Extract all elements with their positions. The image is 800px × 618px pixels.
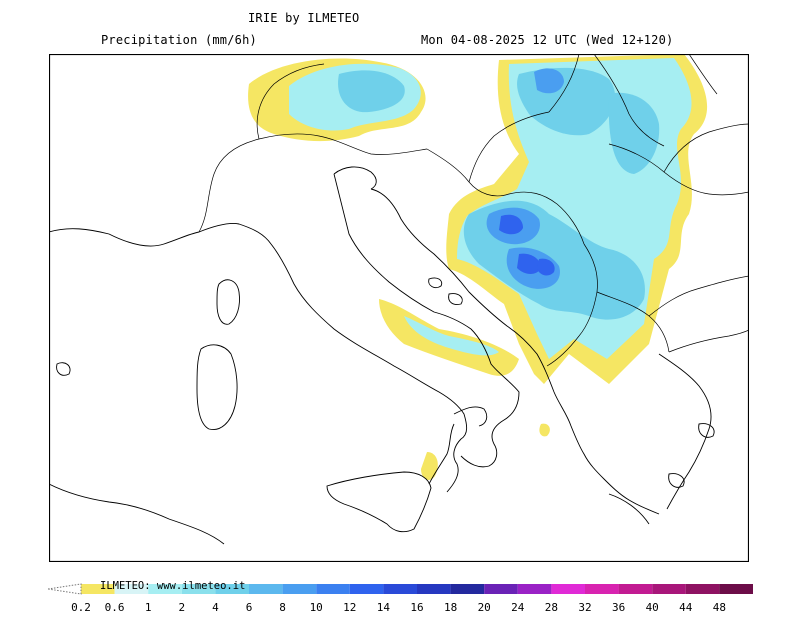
- legend-color-box: [282, 584, 317, 594]
- legend-tick-label: 18: [443, 601, 458, 614]
- legend-tick-label: 6: [245, 601, 253, 614]
- legend-tick-label: 10: [309, 601, 323, 614]
- legend-color-box: [484, 584, 518, 594]
- legend-color-box: [316, 584, 350, 594]
- legend-color-box: [383, 584, 417, 594]
- legend-tick-label: 12: [343, 601, 357, 614]
- islands: [56, 277, 715, 488]
- legend-tick-label: 28: [544, 601, 559, 614]
- legend-color-box: [417, 584, 451, 594]
- legend-color-box: [652, 584, 686, 594]
- coastlines: [49, 166, 712, 545]
- legend-tick-label: 40: [645, 601, 659, 614]
- legend-tick-label: 14: [376, 601, 391, 614]
- legend-color-box: [551, 584, 585, 594]
- model-title: IRIE by ILMETEO: [248, 11, 360, 25]
- legend-color-box: [450, 584, 485, 594]
- legend-tick-label: 44: [679, 601, 693, 614]
- legend-color-box: [585, 584, 619, 594]
- legend-credit: ILMETEO: www.ilmeteo.it: [100, 580, 245, 592]
- rain-12mm-areas: [499, 214, 555, 276]
- legend-color-box: [215, 584, 249, 594]
- legend-color-box: [249, 584, 283, 594]
- legend-tick-label: 8: [279, 601, 286, 614]
- legend-tick-label: 4: [212, 601, 219, 614]
- national-borders: [198, 54, 749, 367]
- legend-tick-label: 16: [410, 601, 424, 614]
- color-scale-legend: ILMETEO: www.ilmeteo.it: [48, 580, 753, 595]
- legend-color-box: [181, 584, 216, 594]
- legend-tick-label: 32: [578, 601, 592, 614]
- legend-color-box: [517, 584, 552, 594]
- legend-tick-label: 20: [477, 601, 491, 614]
- legend-tick-label: 48: [712, 601, 727, 614]
- legend-color-box: [618, 584, 653, 594]
- legend-color-box: [114, 584, 149, 594]
- legend-tick-label: 1: [144, 601, 152, 614]
- legend-tick-label: 0.6: [104, 601, 125, 614]
- legend-color-box: [685, 584, 720, 594]
- legend-high-arrow: [720, 584, 752, 594]
- legend-color-box: [148, 584, 182, 594]
- legend-tick-label: 2: [178, 601, 186, 614]
- legend-tick-label: 36: [611, 601, 626, 614]
- legend-color-box: [349, 584, 384, 594]
- legend-low-arrow: [48, 583, 82, 595]
- legend-color-box: [81, 584, 115, 594]
- valid-time-label: Mon 04-08-2025 12 UTC (Wed 12+120): [421, 33, 674, 47]
- map-border: [49, 54, 749, 562]
- variable-label: Precipitation (mm/6h): [101, 33, 257, 47]
- precipitation-map: [49, 54, 749, 562]
- legend-color-boxes: [81, 584, 753, 594]
- legend-tick-label: 0.2: [71, 601, 91, 614]
- legend-tick-label: 24: [511, 601, 525, 614]
